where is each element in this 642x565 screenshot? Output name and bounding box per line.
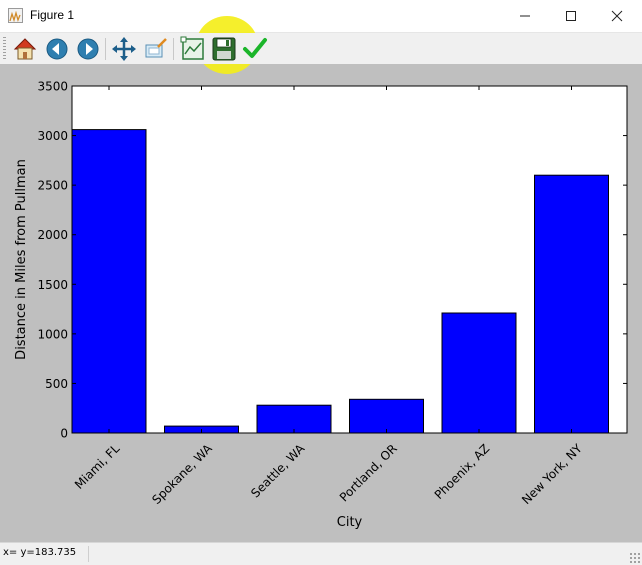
maximize-button[interactable]	[548, 0, 594, 32]
plot-frame	[71, 85, 628, 434]
y-tick-label: 3000	[37, 129, 68, 143]
resize-grip[interactable]	[629, 552, 640, 563]
y-axis-label: Distance in Miles from Pullman	[14, 159, 29, 360]
y-tick-label: 500	[45, 377, 68, 391]
pan-button[interactable]	[111, 36, 137, 62]
toolbar-separator	[105, 38, 106, 60]
x-tick-label: Portland, OR	[337, 441, 400, 504]
cursor-coordinates: x= y=183.735	[3, 547, 77, 558]
home-button[interactable]	[12, 36, 38, 62]
navigation-toolbar	[0, 33, 642, 64]
status-divider	[88, 546, 89, 562]
y-tick-label: 2500	[37, 179, 68, 193]
back-button[interactable]	[44, 36, 70, 62]
subplots-button[interactable]	[180, 36, 206, 62]
toolbar-grip[interactable]	[3, 37, 6, 61]
save-floppy-icon	[212, 37, 236, 61]
save-button[interactable]	[211, 36, 237, 62]
zoom-button[interactable]	[143, 36, 169, 62]
forward-arrow-icon	[77, 38, 99, 60]
checkmark-edit-icon	[243, 38, 267, 58]
pan-move-icon	[112, 37, 136, 61]
title-bar: Figure 1	[0, 0, 642, 33]
zoom-rect-icon	[145, 38, 167, 58]
bar-2	[256, 404, 332, 434]
maximize-icon	[566, 11, 576, 21]
bar-4	[441, 312, 517, 434]
bar-3	[349, 398, 424, 434]
y-tick-label: 1000	[37, 327, 68, 341]
x-tick-label: Miami, FL	[72, 441, 123, 492]
minimize-button[interactable]	[502, 0, 548, 32]
bar-chart: 0 500 1000 1500 2000 2500 3000 3500 Miami, FL Sp…	[14, 80, 628, 530]
toolbar-separator	[173, 38, 174, 60]
x-axis-label: City	[337, 515, 363, 530]
forward-button[interactable]	[75, 36, 101, 62]
home-icon	[13, 38, 37, 60]
back-arrow-icon	[46, 38, 68, 60]
bar-5	[534, 174, 609, 434]
minimize-icon	[520, 15, 530, 17]
app-icon	[8, 8, 23, 23]
y-tick-label: 0	[60, 427, 68, 441]
figure-canvas[interactable]: 0 500 1000 1500 2000 2500 3000 3500 Miami, FL Sp…	[0, 64, 642, 542]
x-tick-label: Seattle, WA	[248, 441, 308, 501]
y-tick-label: 1500	[37, 278, 68, 292]
configure-subplots-icon	[180, 36, 204, 60]
x-tick-label: Phoenix, AZ	[432, 441, 493, 502]
close-icon	[611, 10, 623, 22]
y-tick-label: 3500	[37, 80, 68, 94]
x-tick-label: Spokane, WA	[149, 441, 215, 507]
bar-0	[71, 129, 147, 434]
close-button[interactable]	[594, 0, 640, 32]
status-bar: x= y=183.735	[0, 542, 642, 565]
x-tick-label: New York, NY	[519, 441, 585, 507]
y-tick-label: 2000	[37, 228, 68, 242]
window-title: Figure 1	[30, 8, 75, 22]
edit-button[interactable]	[242, 36, 268, 62]
